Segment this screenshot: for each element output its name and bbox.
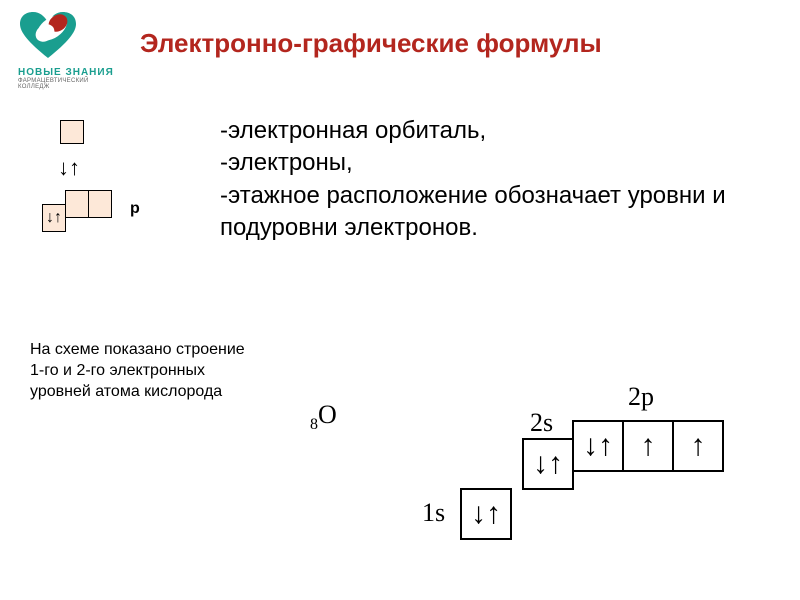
step-cell-upper-2 (88, 190, 112, 218)
orbital-row-2p: ↓↑ ↑ ↑ (572, 420, 724, 472)
orbital-row-2s: ↓↑ (522, 438, 574, 490)
orbital-cell-legend (60, 120, 84, 144)
orbital-cell: ↓↑ (522, 438, 574, 490)
page-title: Электронно-графические формулы (140, 28, 602, 59)
bullet-item: -электронная орбиталь, (220, 115, 740, 147)
element-symbol: 8O (310, 400, 337, 434)
step-cell-upper-1 (65, 190, 89, 218)
orbital-cell: ↑ (622, 420, 674, 472)
orbital-label-2s: 2s (530, 408, 553, 438)
orbital-cell: ↑ (672, 420, 724, 472)
orbital-label-1s: 1s (422, 498, 445, 528)
diagram-caption: На схеме показано строение 1-го и 2-го э… (30, 340, 250, 402)
logo: НОВЫЕ ЗНАНИЯ ФАРМАЦЕВТИЧЕСКИЙ КОЛЛЕДЖ (18, 10, 118, 90)
heart-pill-icon (18, 10, 78, 60)
orbital-row-1s: ↓↑ (460, 488, 512, 540)
orbital-cell: ↓↑ (460, 488, 512, 540)
logo-brand: НОВЫЕ ЗНАНИЯ (18, 67, 118, 78)
p-sublevel-label: p (130, 200, 140, 218)
bullet-item: -этажное расположение обозначает уровни … (220, 180, 740, 245)
bullet-list: -электронная орбиталь, -электроны, -этаж… (220, 115, 740, 245)
electron-arrows-legend: ↓↑ (58, 155, 80, 181)
orbital-cell: ↓↑ (572, 420, 624, 472)
logo-subtitle: ФАРМАЦЕВТИЧЕСКИЙ КОЛЛЕДЖ (18, 78, 118, 90)
orbital-label-2p: 2p (628, 382, 654, 412)
step-cell-lower: ↓↑ (42, 204, 66, 232)
bullet-item: -электроны, (220, 147, 740, 179)
